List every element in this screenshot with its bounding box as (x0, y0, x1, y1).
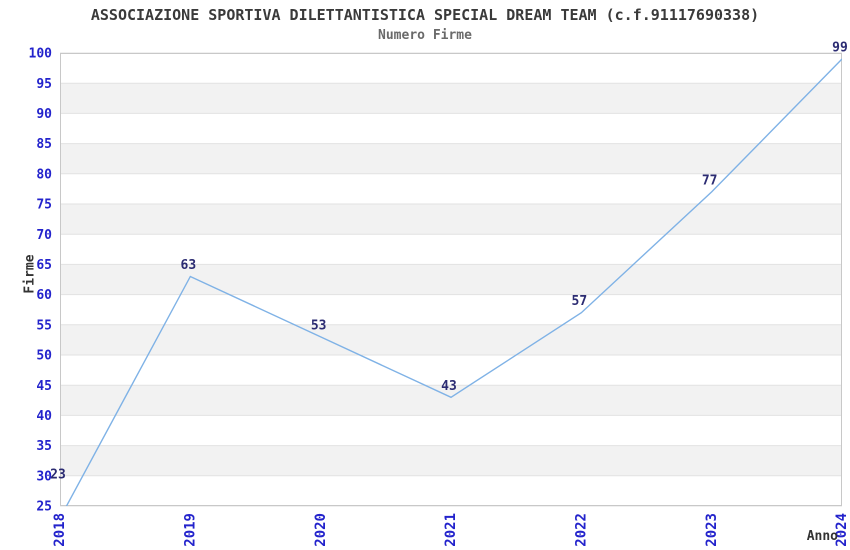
y-tick-label: 70 (36, 228, 52, 243)
chart-title: ASSOCIAZIONE SPORTIVA DILETTANTISTICA SP… (90, 6, 760, 24)
y-tick-label: 50 (36, 349, 52, 364)
plot-band (60, 264, 842, 295)
value-label: 43 (441, 379, 457, 394)
value-label: 53 (311, 318, 327, 333)
y-tick-label: 75 (36, 198, 52, 213)
y-tick-label: 40 (36, 409, 52, 424)
y-tick-label: 100 (29, 47, 53, 62)
plot-bands (60, 83, 842, 476)
plot-band (60, 204, 842, 235)
y-tick-label: 45 (36, 379, 52, 394)
x-tick-label: 2020 (313, 513, 329, 547)
value-label: 23 (50, 468, 66, 483)
y-axis-title: Firme (23, 254, 38, 293)
y-tick-label: 30 (36, 469, 52, 484)
chart-subtitle: Numero Firme (378, 28, 472, 43)
y-tick-label: 80 (36, 167, 52, 182)
y-tick-label: 95 (36, 77, 52, 92)
y-tick-label: 85 (36, 137, 52, 152)
plot-band (60, 324, 842, 355)
plot-band (60, 83, 842, 114)
y-tick-label: 65 (36, 258, 52, 273)
x-axis-title: Anno (807, 529, 838, 544)
series-line-numero-firme (65, 58, 842, 506)
x-tick-label: 2024 (834, 513, 850, 547)
x-tick-label: 2023 (704, 513, 720, 547)
y-tick-label: 35 (36, 439, 52, 454)
y-tick-label: 90 (36, 107, 52, 122)
plot-band (60, 143, 842, 174)
x-tick-label: 2022 (574, 513, 590, 547)
value-label: 77 (702, 173, 718, 188)
plot-band (60, 385, 842, 416)
plot-band (60, 445, 842, 476)
value-labels: 23 63 53 43 57 77 99 (50, 41, 848, 483)
plot-border (60, 53, 842, 506)
x-tick-label: 2021 (443, 513, 459, 547)
y-tick-label: 25 (36, 500, 52, 515)
y-axis-ticks: 25 30 35 40 45 50 55 60 65 70 75 80 85 90 95 100 (29, 47, 53, 515)
x-axis-ticks: 2018 2019 2020 2021 2022 2023 2024 (52, 513, 850, 547)
value-label: 99 (832, 41, 848, 56)
value-label: 57 (572, 294, 588, 309)
y-tick-label: 55 (36, 318, 52, 333)
x-tick-label: 2019 (183, 513, 199, 547)
y-tick-label: 60 (36, 288, 52, 303)
x-tick-label: 2018 (52, 513, 68, 547)
value-label: 63 (181, 258, 197, 273)
